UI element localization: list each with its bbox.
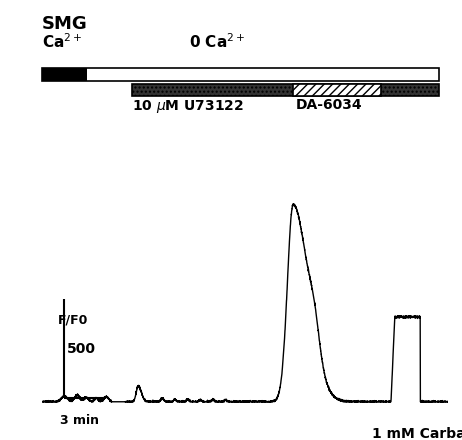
Text: 0 Ca$^{2+}$: 0 Ca$^{2+}$ — [189, 33, 246, 51]
Text: 3 min: 3 min — [60, 414, 99, 427]
Bar — [42, 68, 439, 81]
Bar — [42, 68, 87, 81]
Bar — [293, 84, 381, 96]
Text: 10 $\mu$M U73122: 10 $\mu$M U73122 — [132, 98, 243, 115]
Text: DA-6034: DA-6034 — [296, 98, 362, 112]
Text: SMG: SMG — [42, 15, 87, 33]
Text: F/F0: F/F0 — [58, 314, 88, 327]
Text: 1 mM Carbachol: 1 mM Carbachol — [372, 427, 462, 440]
Text: 500: 500 — [67, 341, 96, 356]
Text: Ca$^{2+}$: Ca$^{2+}$ — [42, 33, 82, 51]
Bar — [132, 84, 439, 96]
